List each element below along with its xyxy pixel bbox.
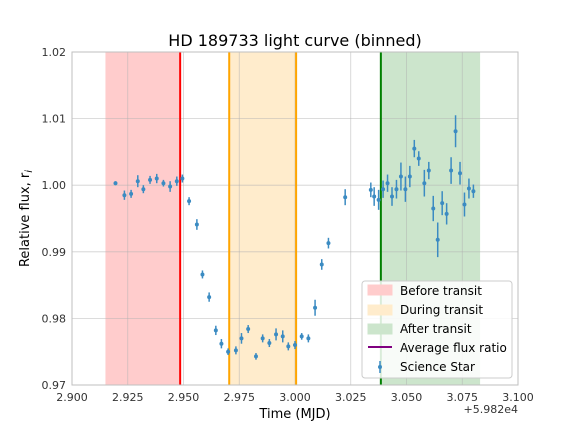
x-tick-label: 2.900 [56,391,88,404]
x-tick-labels: 2.900 2.925 2.950 2.975 3.000 3.025 3.050 3.075… [56,391,534,404]
y-axis-label-main: Relative flux, r [18,172,33,267]
data-point [239,336,244,341]
data-point [390,194,395,199]
y-tick-label: 0.97 [42,379,67,392]
data-point [306,336,311,341]
y-tick-labels: 0.97 0.98 0.99 1.00 1.01 1.02 [42,46,67,392]
y-tick-label: 0.98 [42,312,67,325]
y-tick-label: 1.01 [42,113,67,126]
legend-label-after: After transit [400,322,472,336]
data-point [122,193,127,198]
data-point [274,332,279,337]
data-point [440,201,445,206]
data-point [233,348,238,353]
data-point [113,181,118,186]
data-point [226,349,231,354]
y-tick-label: 1.00 [42,179,67,192]
x-tick-label: 3.100 [502,391,534,404]
legend-box [361,280,513,379]
data-point [200,272,205,277]
data-point [260,336,265,341]
data-point [168,184,173,189]
data-point [343,195,348,200]
data-point [187,199,192,204]
data-point [280,334,285,339]
data-point [403,187,408,192]
data-point [129,191,134,196]
data-point [319,262,324,267]
plot-frame [71,51,519,386]
data-point [431,206,436,211]
data-point [207,295,212,300]
legend-label-before: Before transit [400,284,482,298]
x-axis-label: Time (MJD) [258,407,330,422]
data-point [141,187,146,192]
data-point [253,354,258,359]
data-point [381,187,386,192]
data-point [154,176,159,181]
y-tick-label: 0.99 [42,246,67,259]
data-point [462,202,467,207]
data-point [299,334,304,339]
science-star-points [113,115,476,360]
data-point [326,241,331,246]
x-tick-label: 3.000 [279,391,311,404]
x-tick-label: 3.050 [391,391,423,404]
region-during [229,52,297,385]
chart-title: HD 189733 light curve (binned) [168,31,421,50]
y-axis-label: Relative flux, ri [18,170,35,267]
data-point [385,181,390,186]
x-offset-label: +5.982e4 [464,403,518,416]
x-tick-label: 3.025 [335,391,367,404]
legend-label-average: Average flux ratio [400,341,507,355]
data-point [435,237,440,242]
data-point [422,181,427,186]
region-before [105,52,181,385]
data-point [148,177,153,182]
data-point [398,174,403,179]
data-point [444,211,449,216]
data-point [135,179,140,184]
data-point [376,197,381,202]
data-point [458,171,463,176]
legend-swatch-after [367,323,393,335]
data-point [174,179,179,184]
data-point [213,328,218,333]
data-point [471,189,476,194]
data-point [246,327,251,332]
data-point [368,187,373,192]
legend: Before transit During transit After tran… [361,280,513,379]
data-point [466,186,471,191]
x-tick-label: 2.975 [224,391,256,404]
data-point [219,341,224,346]
data-point [372,194,377,199]
data-point [416,156,421,161]
data-point [394,187,399,192]
legend-label-star: Science Star [400,360,475,374]
legend-swatch-star-marker [378,365,382,369]
x-tick-label: 2.925 [112,391,144,404]
data-point [453,129,458,134]
data-point [449,168,454,173]
data-point [426,168,431,173]
data-point [194,222,199,227]
data-point [412,146,417,151]
y-tick-label: 1.02 [42,46,67,59]
legend-swatch-during [367,304,393,316]
x-tick-label: 3.075 [447,391,479,404]
x-tick-label: 2.950 [168,391,200,404]
data-point [161,181,166,186]
legend-label-during: During transit [400,303,483,317]
data-point [313,305,318,310]
data-point [180,176,185,181]
data-point [293,343,297,348]
y-axis-label-subscript: i [24,170,35,173]
legend-swatch-before [367,284,393,296]
data-point [286,344,291,349]
data-point [267,341,272,346]
data-point [407,174,412,179]
